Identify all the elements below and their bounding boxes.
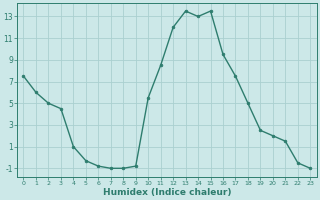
X-axis label: Humidex (Indice chaleur): Humidex (Indice chaleur) [103, 188, 231, 197]
